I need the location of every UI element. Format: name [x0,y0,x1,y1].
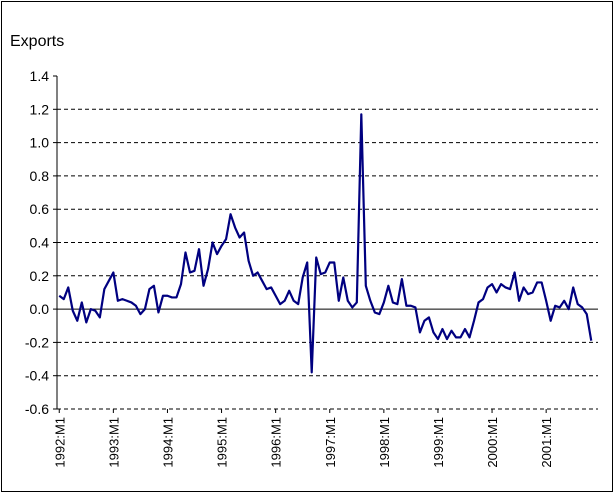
y-tick-label: -0.2 [25,334,49,350]
y-tick-label: 0.0 [30,301,50,317]
x-tick-label: 1999:M1 [431,417,446,468]
y-tick-label: 0.2 [30,268,50,284]
x-tick-label: 1995:M1 [215,417,230,468]
y-tick-label: 1.4 [30,68,50,84]
data-line [58,113,593,374]
y-tick-label: 1.0 [30,135,50,151]
chart-title: Exports [10,33,64,50]
y-tick-label: 0.4 [30,235,50,251]
y-tick-label: -0.6 [25,401,49,417]
x-tick-label: 1992:M1 [52,417,67,468]
chart-frame [1,1,613,492]
y-tick-label: -0.4 [25,368,49,384]
x-tick-label: 1994:M1 [160,417,175,468]
y-tick-label: 0.8 [30,168,50,184]
x-tick-label: 1996:M1 [269,417,284,468]
y-tick-label: 0.6 [30,201,50,217]
x-tick-label: 1997:M1 [323,417,338,468]
x-tick-label: 1998:M1 [377,417,392,468]
x-tick-label: 2000:M1 [485,417,500,468]
x-tick-label: 1993:M1 [106,417,121,468]
y-tick-label: 1.2 [30,101,50,117]
x-tick-label: 2001:M1 [539,417,554,468]
